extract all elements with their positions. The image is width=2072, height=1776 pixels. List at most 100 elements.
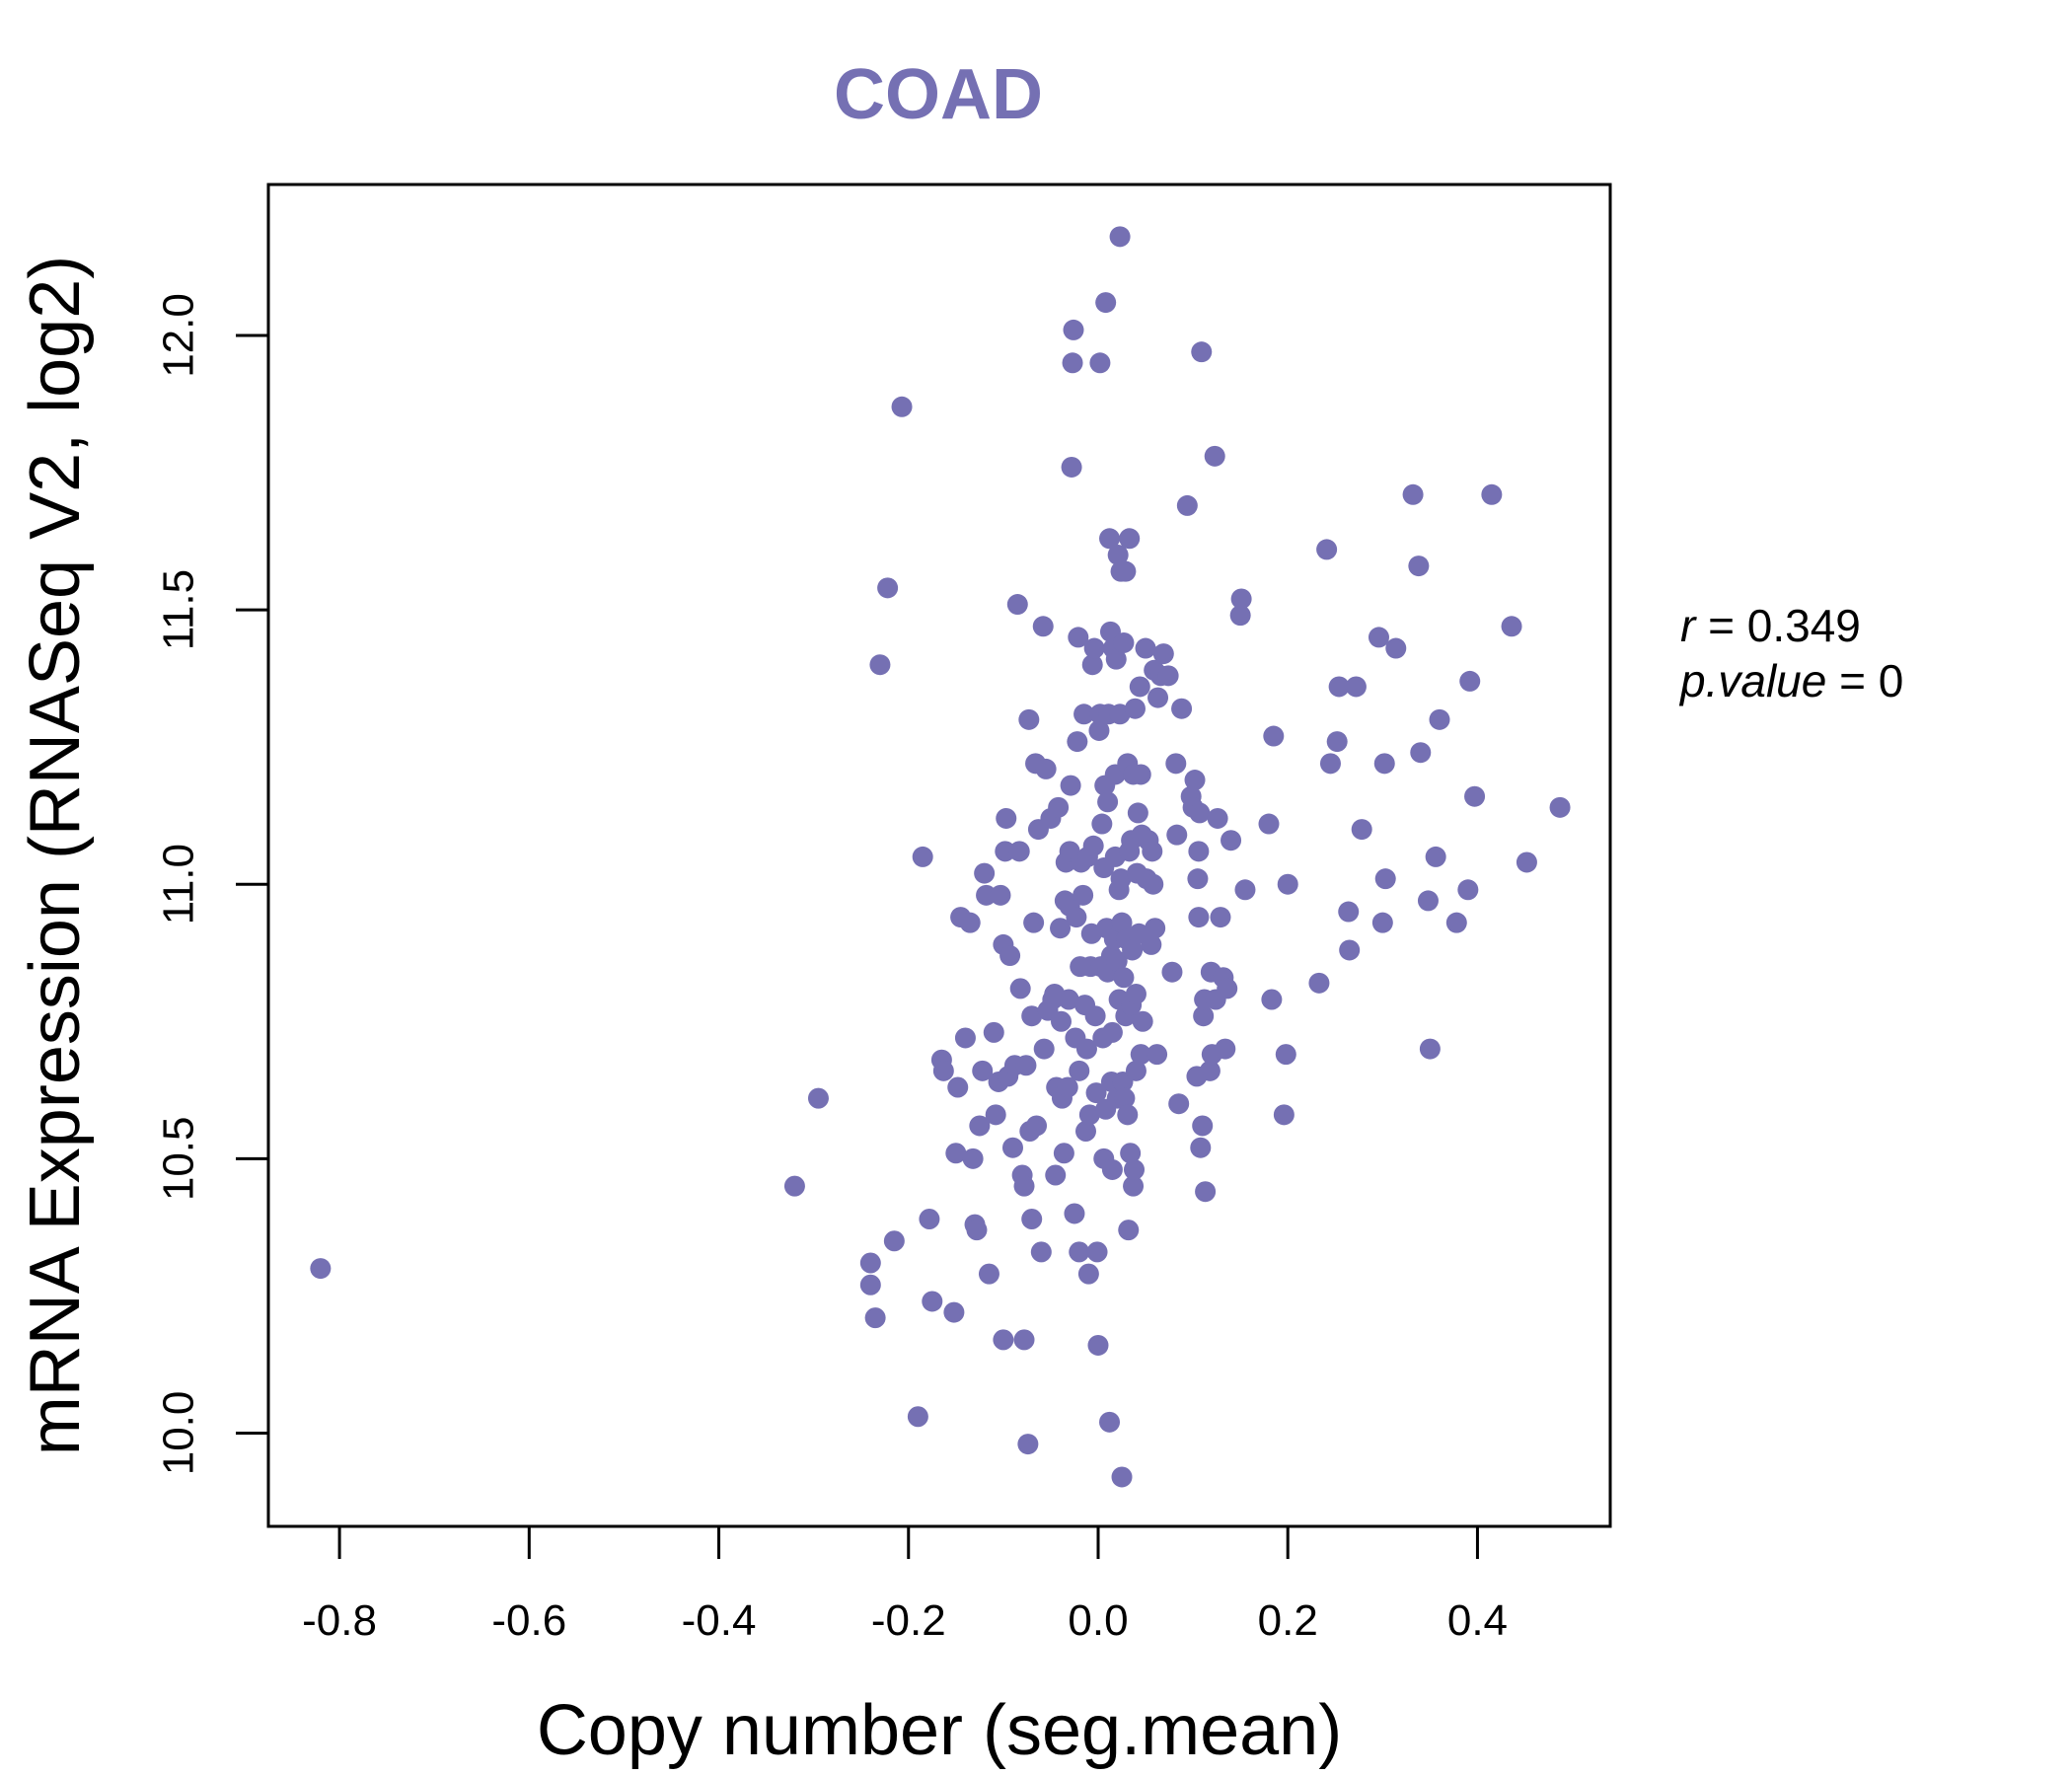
data-point (1130, 764, 1151, 785)
data-point (1015, 1055, 1037, 1076)
data-point (1171, 698, 1193, 719)
data-point (1114, 1087, 1136, 1109)
data-point (1075, 1038, 1097, 1060)
data-point (1184, 770, 1206, 791)
r-label: r (1680, 600, 1697, 651)
data-point (1023, 912, 1045, 933)
data-point (985, 1104, 1006, 1126)
data-point (1230, 588, 1252, 610)
data-point (1045, 1164, 1067, 1186)
x-tick-label: -0.6 (491, 1596, 566, 1645)
data-point (1207, 807, 1228, 829)
data-point (1195, 1181, 1217, 1203)
data-point (1166, 824, 1188, 846)
data-point (1132, 1010, 1153, 1032)
data-point (1062, 352, 1083, 374)
data-point (972, 1060, 994, 1081)
data-point (1147, 687, 1169, 708)
data-point (1048, 796, 1070, 818)
data-point (859, 1274, 881, 1295)
y-axis: 10.0 10.5 11.0 11.5 12.0 (155, 293, 268, 1475)
data-point (1125, 983, 1147, 1004)
data-point (1328, 676, 1350, 698)
y-tick-label: 10.0 (155, 1391, 203, 1476)
data-point (1105, 648, 1127, 670)
data-point (1161, 961, 1183, 983)
data-point (1385, 637, 1407, 659)
data-point (1464, 785, 1486, 807)
data-point (1087, 1334, 1109, 1356)
data-point (1429, 708, 1450, 730)
data-point (1191, 341, 1213, 363)
data-point (1051, 1010, 1073, 1032)
data-point (1078, 1104, 1100, 1126)
data-point (1120, 1143, 1142, 1164)
data-point (1068, 627, 1089, 648)
data-point (1124, 1158, 1146, 1180)
data-point (1135, 637, 1156, 659)
x-tick-label: 0.2 (1258, 1596, 1318, 1645)
data-point (1351, 819, 1372, 841)
data-point (1516, 851, 1537, 873)
data-point (783, 1175, 805, 1197)
data-point (1077, 1263, 1099, 1285)
data-point (310, 1258, 332, 1280)
data-point (1419, 1038, 1441, 1060)
data-point (1099, 1411, 1121, 1433)
data-point (1101, 1021, 1123, 1043)
data-point (1089, 352, 1111, 374)
data-point (1410, 742, 1432, 764)
p-label: p.value (1678, 655, 1826, 706)
data-point (1124, 698, 1146, 719)
data-point (947, 1076, 969, 1098)
data-point (864, 1307, 886, 1329)
data-point (1095, 292, 1117, 314)
data-point (807, 1087, 829, 1109)
data-point (1117, 1104, 1139, 1126)
data-point (1459, 670, 1481, 692)
p-equals: = (1826, 655, 1878, 706)
data-point (1115, 560, 1137, 582)
data-point (1189, 802, 1211, 824)
data-point (1021, 1005, 1043, 1027)
data-point (993, 1329, 1014, 1351)
data-point (1073, 703, 1095, 725)
data-point (1263, 725, 1285, 747)
data-point (1073, 884, 1094, 906)
data-point (1258, 813, 1280, 835)
data-point (1032, 616, 1054, 637)
data-point (1033, 1038, 1055, 1060)
data-point (1277, 873, 1298, 895)
data-point (1084, 1005, 1106, 1027)
plot-frame (266, 183, 1612, 1528)
data-point (1143, 873, 1164, 895)
data-point (1083, 637, 1105, 659)
data-point (1069, 1060, 1090, 1081)
data-point (945, 1143, 967, 1164)
data-point (1063, 319, 1084, 340)
data-point (1107, 544, 1129, 565)
data-point (1338, 901, 1360, 923)
data-point (1187, 868, 1209, 890)
data-point (1141, 933, 1162, 955)
y-tick-label: 10.5 (155, 1117, 203, 1202)
data-point (1549, 796, 1571, 818)
data-point (1193, 1005, 1215, 1027)
p-value-stat: p.value = 0 (1678, 655, 1903, 706)
data-point (1168, 1093, 1190, 1115)
data-point (1192, 1115, 1214, 1137)
data-point (891, 396, 913, 417)
chart-title: COAD (834, 55, 1043, 134)
data-point (1086, 1241, 1108, 1263)
data-point (1091, 813, 1113, 835)
data-point (1204, 445, 1225, 467)
data-point (932, 1060, 954, 1081)
data-point (1229, 605, 1251, 627)
data-point (1199, 1060, 1221, 1081)
data-point (859, 1252, 881, 1274)
data-point (1425, 846, 1446, 867)
data-point (974, 862, 996, 884)
data-point (976, 884, 998, 906)
data-point (919, 1209, 940, 1230)
data-point (1013, 1329, 1035, 1351)
